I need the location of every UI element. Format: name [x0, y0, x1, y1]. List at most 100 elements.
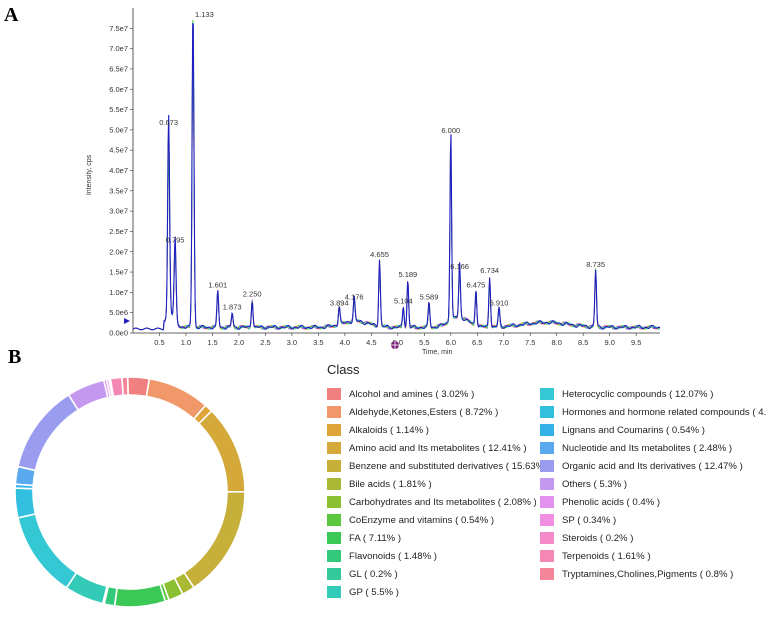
legend-label: Hormones and hormone related compounds (… — [562, 406, 767, 418]
legend-swatch — [540, 550, 554, 562]
panel-label-b: B — [8, 346, 22, 368]
legend-swatch — [327, 442, 341, 454]
y-tick-label: 0.0e0 — [109, 329, 128, 338]
peak-label: 8.735 — [586, 260, 605, 269]
y-tick-label: 3.0e7 — [109, 207, 128, 216]
chromatogram-ticks: 0.51.01.52.02.53.03.54.04.55.05.56.06.57… — [109, 24, 641, 347]
legend-item: Tryptamines,Cholines,Pigments ( 0.8% ) — [540, 565, 767, 583]
legend-swatch — [327, 478, 341, 490]
x-axis-title: Time, min — [422, 349, 453, 356]
peak-label: 1.873 — [223, 303, 242, 312]
x-tick-label: 6.5 — [472, 338, 482, 347]
y-tick-label: 7.5e7 — [109, 24, 128, 33]
y-tick-label: 4.5e7 — [109, 146, 128, 155]
x-tick-label: 0.5 — [154, 338, 164, 347]
legend-item: Others ( 5.3% ) — [540, 475, 767, 493]
chromatogram-chart: 0.51.01.52.02.53.03.54.04.55.05.56.06.57… — [86, 8, 661, 356]
legend-swatch — [540, 424, 554, 436]
legend-label: Heterocyclic compounds ( 12.07% ) — [562, 388, 714, 400]
legend-item: SP ( 0.34% ) — [540, 511, 767, 529]
legend-swatch — [540, 496, 554, 508]
peak-label: 1.601 — [208, 280, 227, 289]
legend-item: Lignans and Coumarins ( 0.54% ) — [540, 421, 767, 439]
y-tick-label: 6.0e7 — [109, 85, 128, 94]
legend-label: Amino acid and Its metabolites ( 12.41% … — [349, 442, 527, 454]
trace-line — [132, 19, 661, 331]
peak-label: 0.673 — [159, 118, 178, 127]
legend-label: Phenolic acids ( 0.4% ) — [562, 496, 661, 508]
legend-swatch — [540, 388, 554, 400]
x-axis-marker-icon[interactable] — [391, 341, 399, 349]
trace-line — [132, 23, 661, 331]
class-legend: Class Alcohol and amines ( 3.02% ) Aldehy… — [327, 362, 767, 622]
legend-item: Alkaloids ( 1.14% ) — [327, 421, 550, 439]
legend-swatch — [327, 388, 341, 400]
donut-slice — [14, 487, 37, 519]
legend-item: GL ( 0.2% ) — [327, 565, 550, 583]
x-tick-label: 1.0 — [181, 338, 191, 347]
legend-swatch — [327, 532, 341, 544]
y-tick-label: 5.0e6 — [109, 308, 128, 317]
x-tick-label: 8.5 — [578, 338, 588, 347]
legend-item: Heterocyclic compounds ( 12.07% ) — [540, 385, 767, 403]
peak-label: 3.894 — [330, 299, 349, 308]
peak-label: 5.189 — [398, 270, 417, 279]
peak-label: 6.000 — [441, 126, 460, 135]
legend-label: Terpenoids ( 1.61% ) — [562, 550, 651, 562]
legend-swatch — [540, 514, 554, 526]
legend-item: Terpenoids ( 1.61% ) — [540, 547, 767, 565]
x-tick-label: 8.0 — [551, 338, 561, 347]
y-tick-label: 3.5e7 — [109, 186, 128, 195]
peak-label: 2.250 — [243, 289, 262, 298]
legend-swatch — [540, 460, 554, 472]
legend-label: Lignans and Coumarins ( 0.54% ) — [562, 424, 705, 436]
legend-swatch — [327, 496, 341, 508]
y-tick-label: 1.0e7 — [109, 288, 128, 297]
trace-line — [132, 79, 661, 331]
donut-slice — [182, 490, 246, 589]
x-tick-label: 4.0 — [340, 338, 350, 347]
legend-swatch — [540, 568, 554, 580]
class-donut-chart — [14, 376, 246, 608]
legend-label: Tryptamines,Cholines,Pigments ( 0.8% ) — [562, 568, 734, 580]
legend-label: Aldehyde,Ketones,Esters ( 8.72% ) — [349, 406, 499, 418]
y-tick-label: 4.0e7 — [109, 166, 128, 175]
peak-label: 4.655 — [370, 250, 389, 259]
legend-swatch — [540, 478, 554, 490]
y-tick-label: 2.0e7 — [109, 247, 128, 256]
peak-label: 5.104 — [394, 297, 413, 306]
legend-label: Alkaloids ( 1.14% ) — [349, 424, 429, 436]
y-tick-label: 5.5e7 — [109, 105, 128, 114]
legend-item: Steroids ( 0.2% ) — [540, 529, 767, 547]
peak-label: 5.589 — [420, 293, 439, 302]
legend-swatch — [540, 532, 554, 544]
legend-item: Carbohydrates and Its metabolites ( 2.08… — [327, 493, 550, 511]
x-tick-label: 7.0 — [499, 338, 509, 347]
chromatogram-traces — [132, 19, 661, 331]
legend-label: CoEnzyme and vitamins ( 0.54% ) — [349, 514, 495, 526]
legend-item: Aldehyde,Ketones,Esters ( 8.72% ) — [327, 403, 550, 421]
peak-label: 4.176 — [345, 293, 364, 302]
peak-label: 6.734 — [480, 266, 499, 275]
legend-label: Steroids ( 0.2% ) — [562, 532, 634, 544]
x-tick-label: 2.5 — [260, 338, 270, 347]
legend-label: Carbohydrates and Its metabolites ( 2.08… — [349, 496, 537, 508]
peak-label: 0.795 — [166, 236, 185, 245]
donut-slice — [16, 512, 78, 589]
legend-swatch — [540, 406, 554, 418]
legend-item: Benzene and substituted derivatives ( 15… — [327, 457, 550, 475]
y-tick-label: 5.0e7 — [109, 125, 128, 134]
legend-label: FA ( 7.11% ) — [349, 532, 402, 544]
y-tick-label: 2.5e7 — [109, 227, 128, 236]
donut-slice — [109, 376, 125, 398]
y-axis-marker-icon[interactable] — [124, 318, 130, 324]
trace-line — [132, 70, 661, 331]
x-tick-label: 4.5 — [366, 338, 376, 347]
legend-item: Flavonoids ( 1.48% ) — [327, 547, 550, 565]
legend-swatch — [327, 406, 341, 418]
legend-item: Alcohol and amines ( 3.02% ) — [327, 385, 550, 403]
y-tick-label: 6.5e7 — [109, 64, 128, 73]
legend-label: GL ( 0.2% ) — [349, 568, 398, 580]
donut-slices — [14, 376, 246, 608]
